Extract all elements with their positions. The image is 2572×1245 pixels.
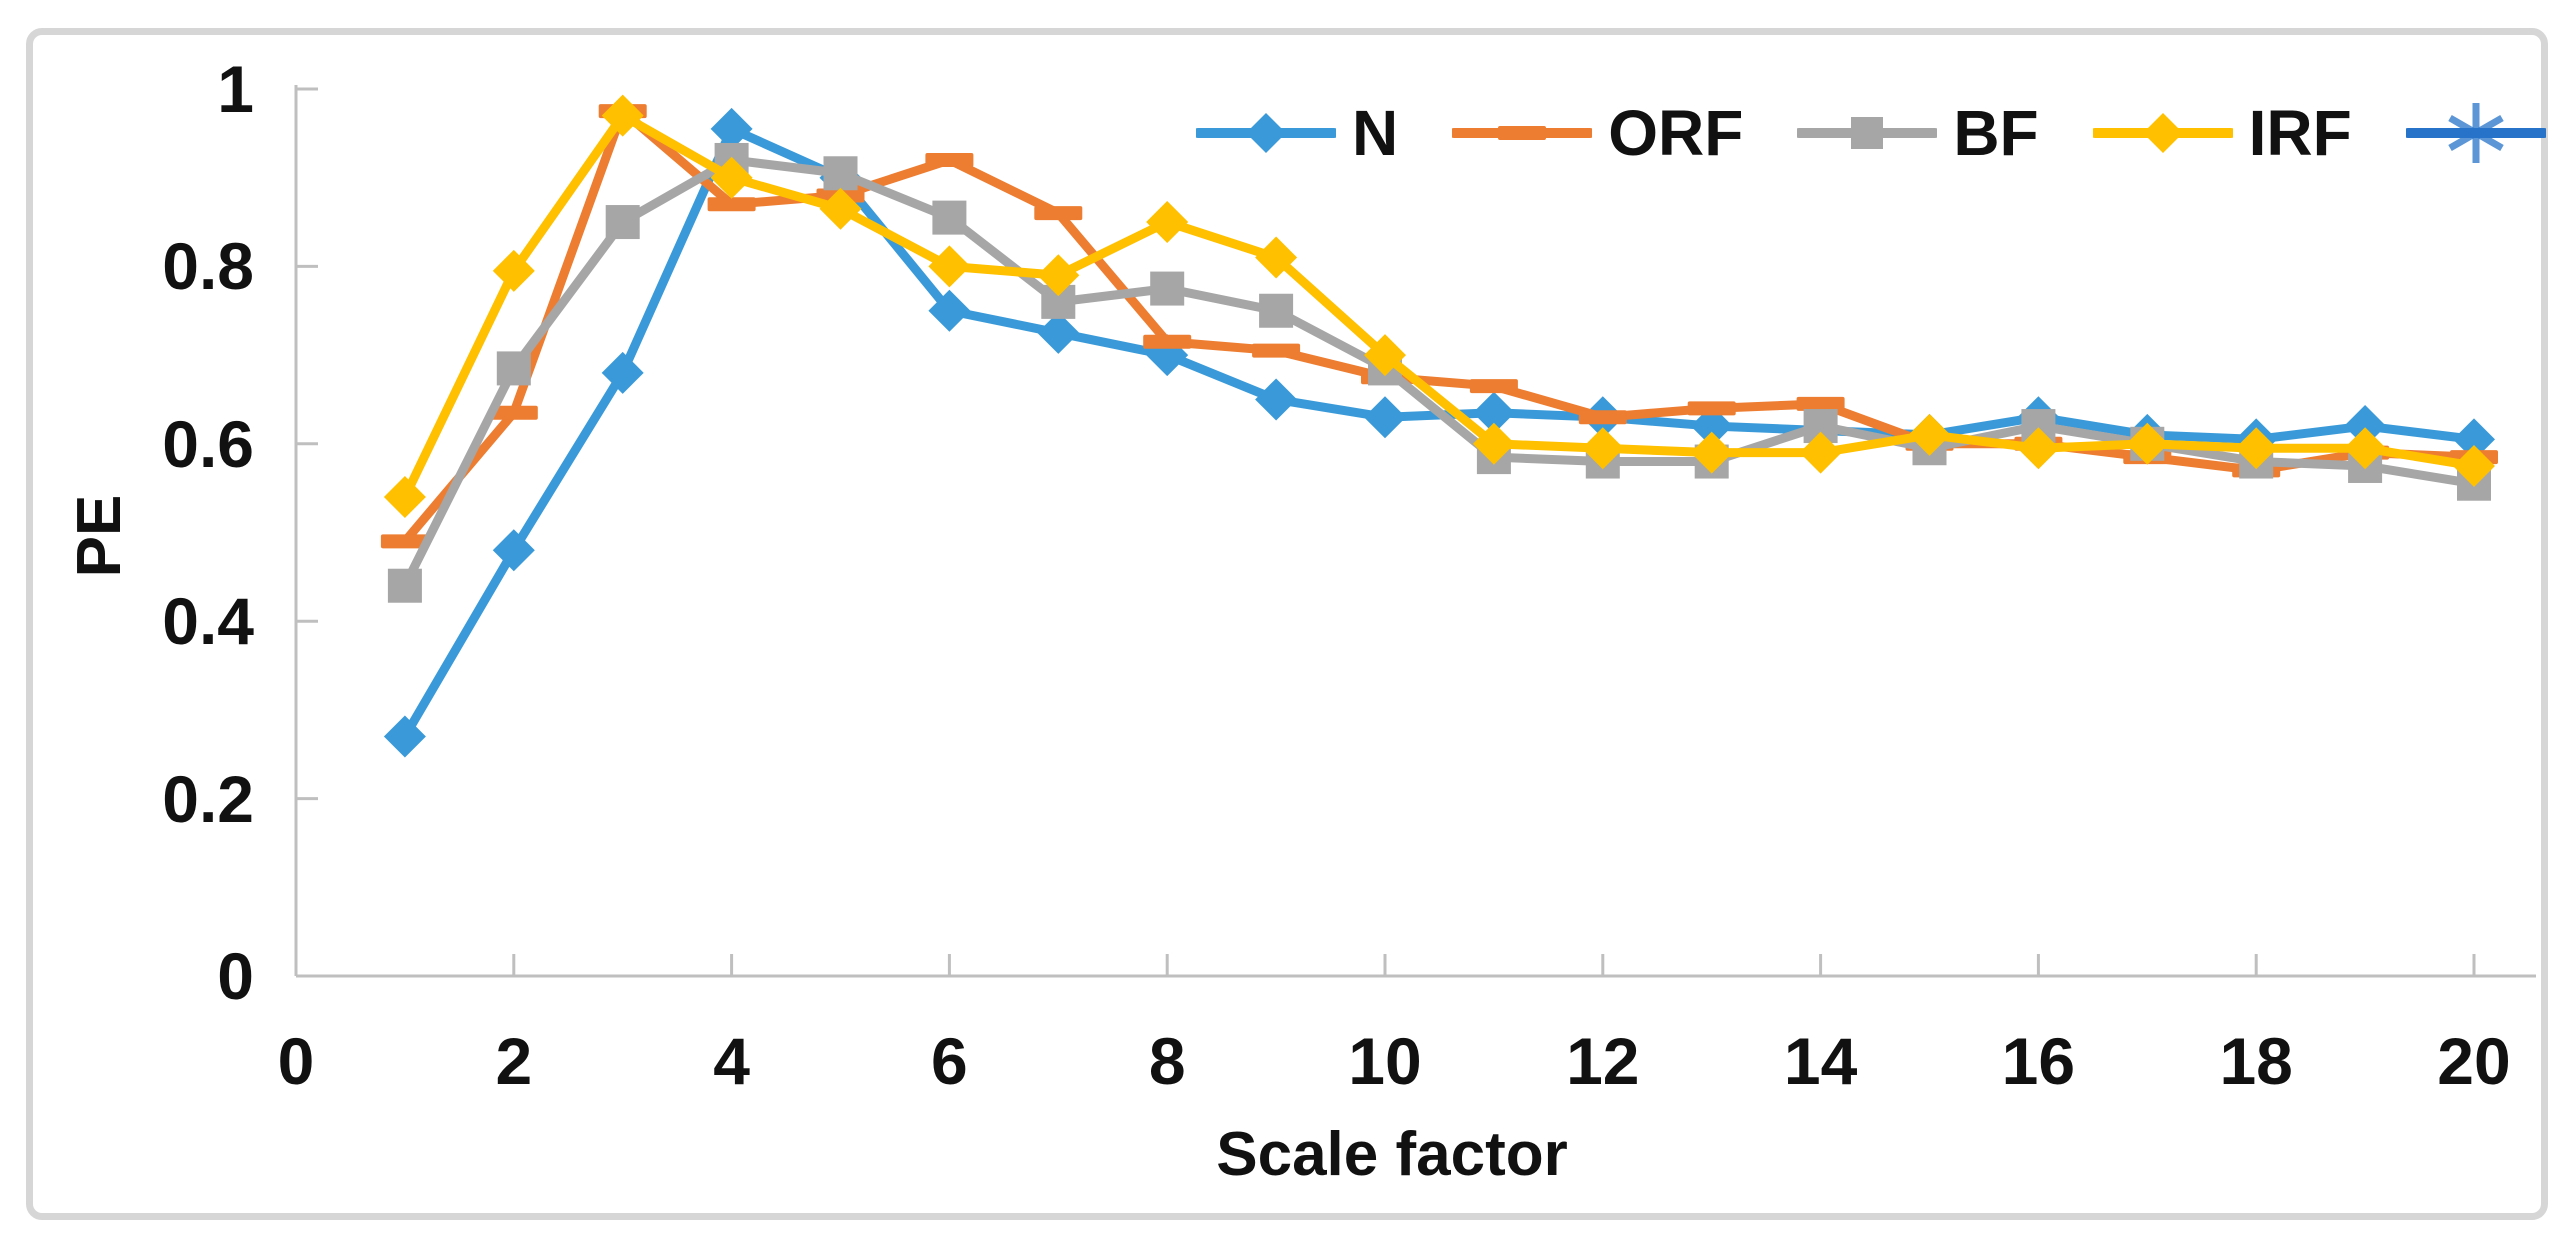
x-tick-label: 6 (931, 1024, 968, 1098)
x-tick-label: 20 (2437, 1024, 2511, 1098)
square-marker (1851, 117, 1884, 149)
diamond-marker (1908, 413, 1951, 456)
y-tick-label: 0.8 (162, 229, 254, 304)
diamond-marker (2344, 405, 2387, 448)
legend-item-ORF[interactable]: ORF (1452, 98, 1743, 168)
legend-item-N[interactable]: N (1196, 98, 1398, 168)
square-marker (932, 200, 967, 235)
dash-legend-icon (1452, 98, 1593, 168)
y-tick-label: 0.6 (162, 406, 254, 481)
diamond-marker (2235, 427, 2278, 470)
diamond-marker (1472, 391, 1515, 434)
dash-marker (1469, 379, 1518, 394)
dash-marker (1498, 126, 1547, 140)
y-tick-label: 0.2 (162, 761, 254, 836)
x-tick-label: 0 (277, 1024, 315, 1098)
figure-frame (26, 28, 2548, 1220)
square-marker (496, 351, 531, 386)
diamond-marker (819, 187, 862, 230)
diamond-marker (2344, 427, 2387, 470)
diamond-marker (601, 351, 644, 394)
legend-label: IRF (2248, 97, 2352, 169)
diamond-marker (2017, 427, 2060, 470)
axes (294, 85, 2536, 978)
dash-marker (489, 405, 538, 420)
diamond-marker (1255, 236, 1298, 279)
series-N (383, 107, 2495, 758)
diamond-marker (1255, 378, 1298, 421)
asterisk-legend-icon (2405, 98, 2546, 168)
series-BF (387, 142, 2491, 603)
y-axis-title: PE (65, 494, 134, 578)
diamond-marker (710, 107, 753, 150)
legend-label: BF (1953, 97, 2039, 169)
diamond-marker (1472, 422, 1515, 465)
legend: N ORF BF IRF (1196, 98, 2546, 168)
square-marker (1150, 271, 1185, 306)
legend-label: N (1352, 97, 1399, 169)
diamond-legend-icon (1196, 98, 1336, 168)
dash-marker (707, 197, 756, 212)
legend-item-truncated[interactable] (2405, 98, 2546, 168)
x-tick-label: 4 (713, 1024, 750, 1098)
y-tick-label: 0.4 (162, 584, 254, 659)
diamond-marker (2453, 444, 2495, 487)
legend-item-IRF[interactable]: IRF (2092, 97, 2352, 169)
square-legend-icon (1797, 98, 1938, 168)
x-tick-label: 2 (495, 1024, 533, 1098)
x-tick-label: 12 (1566, 1024, 1640, 1098)
square-marker (605, 205, 640, 240)
diamond-marker (2126, 422, 2169, 465)
diamond-marker (1037, 311, 1080, 354)
x-tick-label: 10 (1348, 1024, 1422, 1098)
data-series (380, 94, 2498, 758)
dash-marker (1578, 410, 1627, 425)
dash-marker (925, 152, 974, 167)
series-IRF (383, 94, 2495, 519)
dash-marker (1687, 401, 1736, 416)
dash-marker (1252, 343, 1301, 358)
dash-marker (1796, 396, 1845, 411)
diamond-marker (928, 245, 971, 288)
x-axis-title: Scale factor (1216, 1120, 1568, 1189)
square-marker (1259, 293, 1294, 328)
diamond-marker (383, 476, 426, 519)
diamond-marker (710, 156, 753, 199)
y-tick-label: 0 (217, 939, 254, 1013)
square-marker (823, 156, 858, 191)
x-tick-label: 18 (2219, 1024, 2293, 1098)
square-marker (387, 568, 422, 603)
diamond-marker (601, 94, 644, 137)
series-ORF (380, 104, 2498, 549)
legend-item-BF[interactable]: BF (1797, 97, 2039, 169)
diamond-marker (1037, 254, 1080, 297)
diamond-marker (1581, 427, 1624, 470)
diamond-marker (2142, 113, 2183, 153)
diamond-marker (928, 289, 971, 332)
diamond-marker (383, 715, 426, 758)
x-tick-label: 8 (1148, 1024, 1186, 1098)
diamond-marker (1690, 431, 1733, 474)
dash-marker (1143, 334, 1192, 349)
legend-label: ORF (1608, 97, 1744, 169)
dash-marker (380, 534, 429, 549)
asterisk-marker (2447, 114, 2504, 152)
diamond-marker (492, 249, 535, 292)
diamond-marker (1799, 431, 1842, 474)
diamond-marker (1146, 201, 1189, 244)
diamond-marker (2453, 418, 2495, 461)
diamond-marker (1690, 405, 1733, 448)
diamond-marker (1364, 334, 1406, 377)
x-tick-label: 14 (1783, 1024, 1858, 1098)
x-tick-label: 16 (2001, 1024, 2076, 1098)
y-tick-label: 1 (217, 52, 254, 126)
diamond-marker (1364, 396, 1406, 439)
dash-marker (1034, 206, 1083, 221)
series-line (400, 155, 2479, 591)
diamond-marker (1246, 113, 1286, 153)
diamond-legend-icon (2092, 98, 2233, 168)
diamond-marker (492, 529, 535, 572)
